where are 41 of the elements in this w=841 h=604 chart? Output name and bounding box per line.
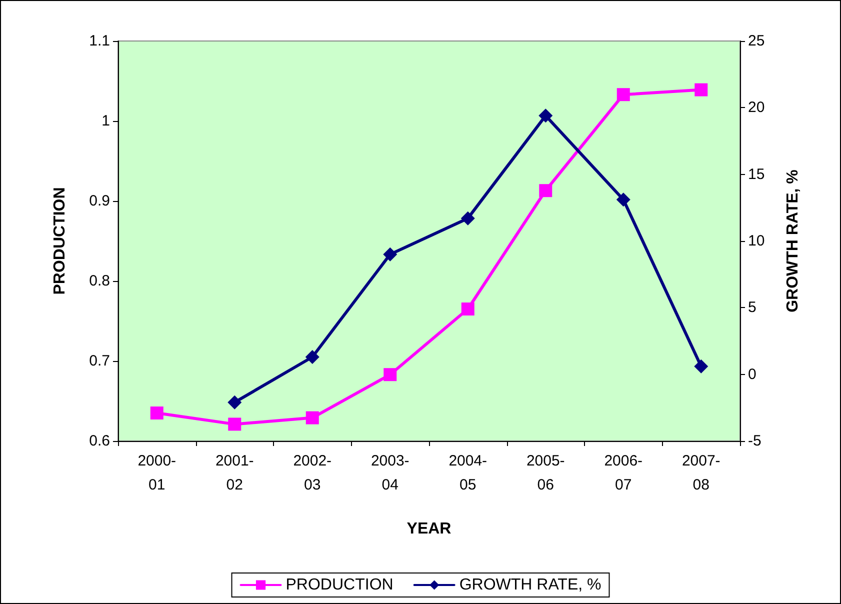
y-axis-title: PRODUCTION (52, 187, 68, 295)
y2-axis-title: GROWTH RATE, % (784, 170, 802, 312)
point (305, 350, 320, 364)
point (228, 418, 242, 431)
x-tick-label: 2006-07 (604, 452, 643, 494)
point (616, 192, 630, 207)
point (616, 88, 630, 102)
point (694, 359, 708, 374)
x-tick-label: 2002-03 (293, 452, 332, 494)
y-tick-label: 0.9 (89, 192, 110, 210)
point (460, 211, 475, 226)
y2-tick-label: 25 (748, 32, 765, 50)
point (461, 302, 474, 316)
x-tick-label: 2004-05 (448, 452, 488, 494)
point (383, 247, 398, 262)
point (539, 184, 552, 198)
y-tick-label: 1.1 (89, 32, 110, 50)
x-tick-label: 2005-06 (526, 452, 565, 494)
legend-label: GROWTH RATE, % (459, 576, 602, 594)
x-tick-label: 2007-08 (682, 452, 720, 494)
x-tick-label: 2003-04 (370, 452, 410, 494)
point (694, 83, 708, 96)
x-tick-label: 2001-02 (215, 452, 254, 494)
point (538, 108, 553, 123)
x-tick-label: 2000-01 (138, 452, 176, 494)
point (150, 406, 164, 420)
y2-tick-label: 0 (748, 366, 756, 383)
legend-label: PRODUCTION (286, 576, 394, 594)
y-tick-label: 0.7 (89, 352, 110, 370)
y2-tick-label: 10 (748, 232, 765, 250)
point (384, 368, 397, 382)
point (228, 395, 242, 410)
point (306, 411, 319, 424)
y-tick-label: 0.8 (89, 272, 110, 290)
y2-tick-label: 5 (748, 299, 756, 316)
x-axis-title: YEAR (406, 520, 452, 538)
y-tick-label: 0.6 (89, 432, 110, 450)
y2-tick-label: 20 (748, 99, 765, 116)
y2-tick-label: -5 (748, 432, 762, 450)
y2-tick-label: 15 (748, 166, 765, 183)
y-tick-label: 1 (102, 112, 110, 130)
